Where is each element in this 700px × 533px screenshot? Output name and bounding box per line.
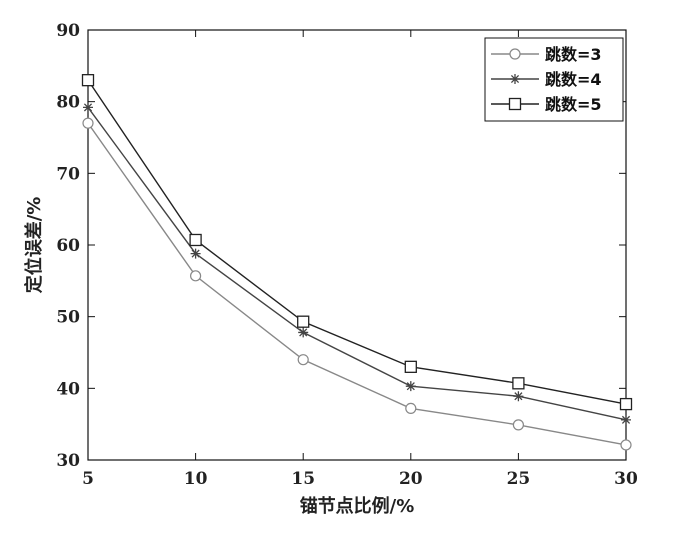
data-point	[83, 102, 93, 113]
x-axis-title: 锚节点比例/%	[300, 495, 415, 517]
legend-marker	[510, 74, 520, 84]
data-point	[82, 117, 94, 129]
x-tick-label: 15	[291, 469, 315, 489]
y-tick-label: 90	[56, 21, 80, 41]
data-point	[512, 419, 525, 431]
y-tick-label: 50	[56, 308, 80, 328]
legend-marker	[508, 97, 522, 111]
data-point	[81, 74, 95, 87]
legend-item: 跳数=4	[491, 70, 602, 89]
data-point	[405, 381, 416, 392]
data-point	[512, 377, 525, 390]
legend-label: 跳数=5	[545, 95, 602, 114]
data-point	[621, 414, 631, 425]
data-point	[619, 397, 633, 411]
y-axis: 30 40 50 60 70 80 90	[56, 21, 626, 471]
legend-marker	[509, 48, 521, 60]
y-tick-label: 40	[56, 379, 80, 399]
y-axis-title: 定位误差/%	[23, 197, 45, 294]
x-tick-label: 5	[82, 469, 94, 489]
data-point	[405, 402, 417, 414]
series-line	[87, 79, 627, 405]
x-axis: 5 10 15 20 25 30	[82, 30, 638, 489]
legend: 跳数=3 跳数=4 跳数=5	[484, 37, 624, 122]
legend-label: 跳数=3	[545, 45, 602, 64]
legend-item: 跳数=3	[491, 45, 602, 64]
data-point	[190, 270, 202, 282]
series-3	[81, 74, 633, 411]
data-point	[297, 354, 309, 366]
data-point	[297, 315, 310, 328]
x-tick-label: 30	[614, 469, 638, 489]
x-tick-label: 20	[399, 469, 423, 489]
legend-item: 跳数=5	[491, 95, 602, 114]
series-line	[87, 106, 627, 421]
series-line	[87, 122, 627, 446]
series-2	[83, 102, 631, 425]
y-tick-label: 30	[56, 451, 80, 471]
series-layer	[81, 74, 633, 451]
x-tick-label: 25	[507, 469, 531, 489]
data-point	[298, 327, 309, 338]
data-point	[620, 439, 632, 451]
y-tick-label: 60	[56, 236, 80, 256]
legend-label: 跳数=4	[545, 70, 602, 89]
x-tick-label: 10	[184, 469, 208, 489]
data-point	[513, 391, 524, 402]
data-point	[404, 360, 417, 373]
y-tick-label: 80	[56, 93, 80, 113]
series-1	[82, 117, 632, 451]
y-tick-label: 70	[56, 164, 80, 184]
data-point	[190, 248, 201, 259]
data-point	[189, 233, 202, 247]
